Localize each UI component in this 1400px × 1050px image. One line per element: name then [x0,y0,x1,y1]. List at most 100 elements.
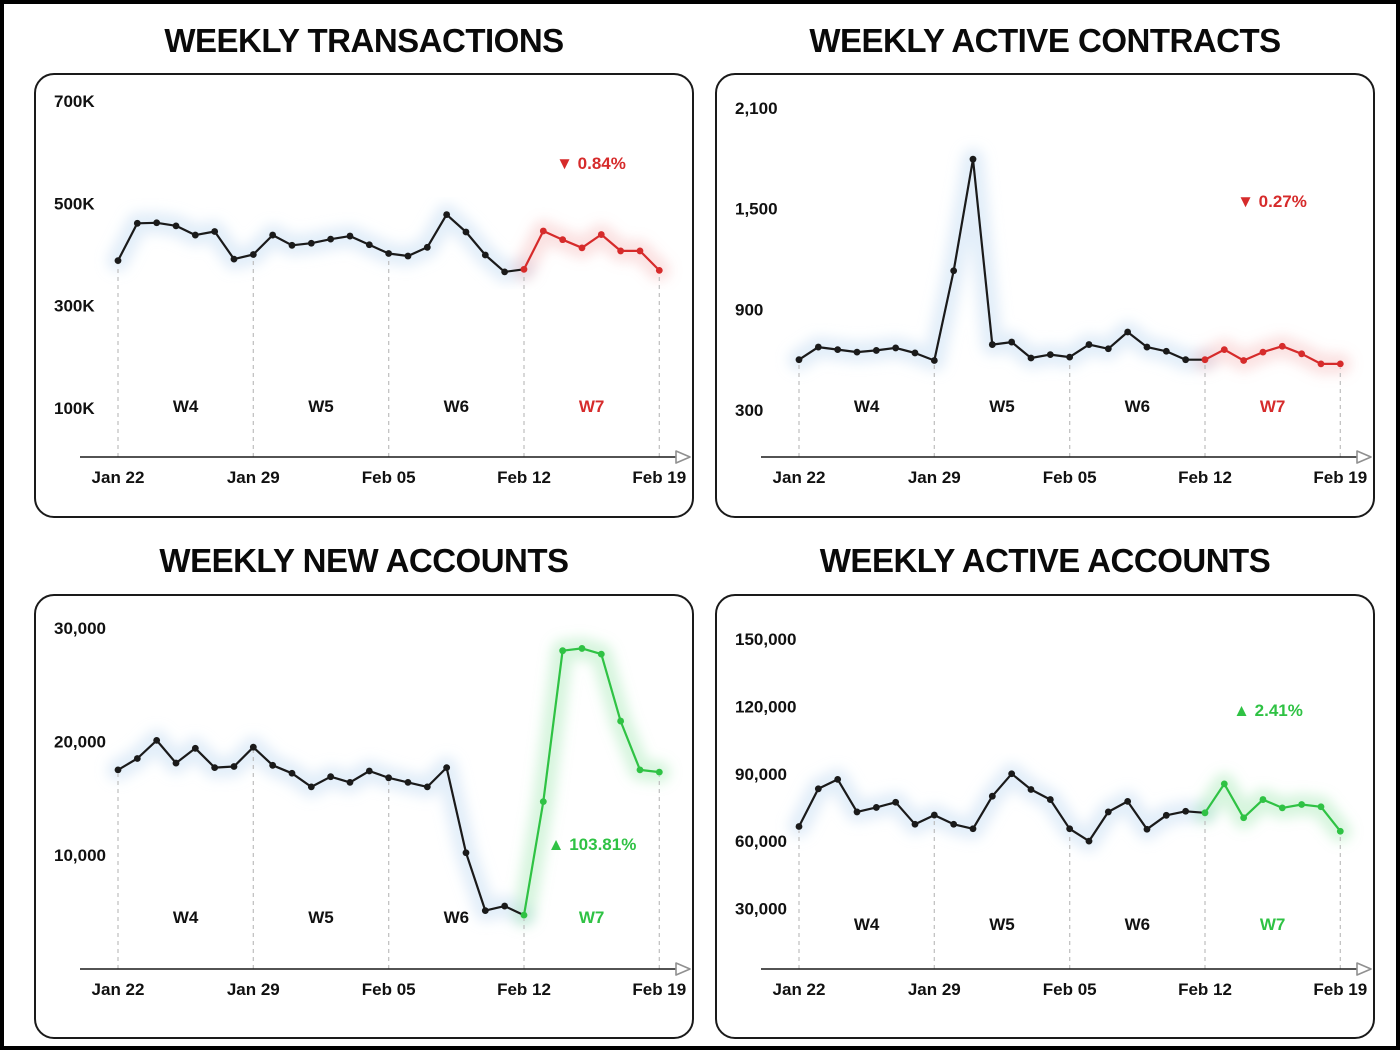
data-point [795,356,803,364]
data-point [404,252,412,260]
week-label-w4: W4 [854,397,880,416]
panel-weekly-transactions: 700K 500K 300K 100K Jan 22 Jan 29 Feb 05 Feb 12… [34,73,694,518]
y-tick-label: 2,100 [735,99,778,118]
x-tick-label: Jan 22 [92,980,145,999]
week-label-w7: W7 [1260,915,1286,934]
week-label-w6: W6 [444,397,470,416]
data-point [288,241,296,249]
data-point [1182,807,1190,815]
panel-weekly-active-accounts: 150,000 120,000 90,000 60,000 30,000 Jan 22 Ja… [715,594,1375,1039]
x-tick-label: Jan 29 [908,980,961,999]
week-label-w6: W6 [444,908,470,927]
data-point [443,211,451,218]
data-point [327,773,335,781]
week-labels: W4 W5 W6 W7 [173,908,605,927]
data-point [1298,350,1306,358]
data-point [834,775,842,783]
data-point [1085,341,1093,348]
week-label-w5: W5 [989,397,1015,416]
data-point [892,798,900,806]
x-tick-label: Feb 05 [1043,980,1097,999]
week-labels: W4 W5 W6 W7 [173,397,605,416]
data-point [1008,338,1016,346]
data-point [269,231,277,239]
week-dividers [798,816,1341,969]
data-point [1317,360,1325,368]
data-point [1317,803,1325,811]
y-axis-ticks: 700K 500K 300K 100K [54,92,95,418]
y-tick-label: 900 [735,300,763,319]
data-point [1066,825,1074,833]
data-point [1027,786,1035,793]
data-point [969,155,977,163]
data-point [481,907,489,915]
week-label-w5: W5 [308,397,334,416]
series-line [798,158,1205,362]
data-point [950,267,958,275]
data-point [597,231,605,238]
y-tick-label: 1,500 [735,200,778,219]
data-point [520,911,528,919]
x-tick-label: Feb 19 [632,468,686,487]
week-label-w6: W6 [1125,915,1151,934]
data-point [578,244,586,252]
data-point [211,764,219,772]
data-point [133,219,141,227]
data-point [1240,814,1248,822]
data-point [385,250,393,257]
data-point [597,650,605,658]
week-label-w7: W7 [1260,397,1286,416]
data-point [365,241,373,249]
data-point [423,783,431,791]
data-point [443,764,451,772]
data-points [114,645,663,919]
data-point [930,357,938,364]
data-point [1182,356,1190,364]
x-tick-label: Jan 29 [227,980,280,999]
chart-weekly-transactions: 700K 500K 300K 100K Jan 22 Jan 29 Feb 05 Feb 12… [54,92,691,487]
data-point [1085,837,1093,845]
week-labels: W4 W5 W6 W7 [854,915,1286,934]
data-point [1143,825,1151,833]
data-point [1046,796,1054,803]
data-point [795,823,803,830]
data-point [539,798,547,806]
axis-arrow-icon [1356,962,1372,976]
data-point [1046,351,1054,359]
data-point [617,717,625,725]
y-tick-label: 60,000 [735,832,787,851]
y-axis-ticks: 2,100 1,500 900 300 [735,99,778,420]
y-tick-label: 120,000 [735,697,796,716]
data-point [501,268,509,276]
data-point [617,247,625,255]
title-weekly-active-accounts: WEEKLY ACTIVE ACCOUNTS [819,542,1271,579]
week-dividers [798,361,1341,457]
x-tick-label: Feb 19 [1313,980,1367,999]
data-point [1162,811,1170,819]
date-labels: Jan 22 Jan 29 Feb 05 Feb 12 Feb 19 [773,980,1368,999]
data-point [230,255,238,263]
data-point [1336,827,1344,835]
data-point [1066,353,1074,361]
week-label-w6: W6 [1125,397,1151,416]
data-point [249,251,257,258]
data-point [1278,804,1286,812]
axis-arrow-icon [675,962,691,976]
y-tick-label: 150,000 [735,630,796,649]
data-point [423,243,431,251]
title-weekly-transactions: WEEKLY TRANSACTIONS [164,22,564,59]
y-tick-label: 500K [54,194,95,213]
data-points [795,770,1344,845]
data-point [172,759,180,767]
data-point [1240,357,1248,364]
data-point [114,766,122,774]
x-tick-label: Jan 22 [92,468,145,487]
week-label-w4: W4 [173,397,199,416]
x-tick-label: Feb 05 [1043,468,1097,487]
y-tick-label: 30,000 [54,619,106,638]
week-label-w7: W7 [579,908,605,927]
data-point [520,265,528,273]
data-point [853,348,861,356]
